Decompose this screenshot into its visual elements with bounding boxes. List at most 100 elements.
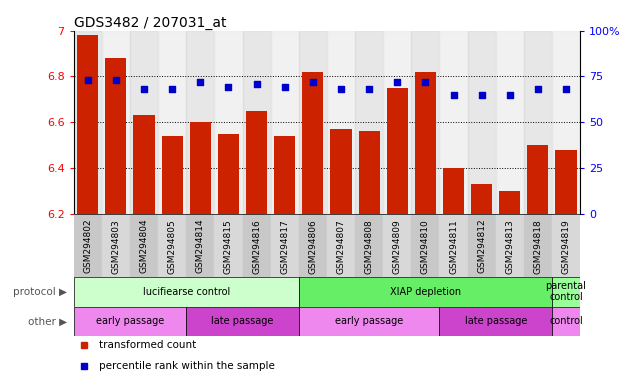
Bar	[383, 31, 412, 214]
Bar	[187, 31, 214, 214]
Bar	[299, 214, 327, 277]
Point	[139, 86, 149, 93]
Text: GSM294814: GSM294814	[196, 219, 205, 273]
Point	[167, 86, 178, 93]
Bar	[299, 306, 440, 336]
Bar	[443, 168, 464, 214]
Text: parental
control: parental control	[545, 281, 587, 303]
Bar	[524, 31, 552, 214]
Bar	[524, 214, 552, 277]
Point	[308, 79, 318, 85]
Text: early passage: early passage	[96, 316, 164, 326]
Text: control: control	[549, 316, 583, 326]
Bar	[415, 72, 436, 214]
Text: GSM294811: GSM294811	[449, 219, 458, 274]
Bar	[246, 111, 267, 214]
Bar	[187, 306, 299, 336]
Text: GSM294809: GSM294809	[393, 219, 402, 274]
Point	[223, 84, 233, 91]
Text: GSM294819: GSM294819	[562, 219, 570, 274]
Text: GSM294806: GSM294806	[308, 219, 317, 274]
Bar	[242, 214, 271, 277]
Text: GSM294802: GSM294802	[83, 219, 92, 273]
Text: GSM294817: GSM294817	[280, 219, 289, 274]
Point	[504, 92, 515, 98]
Bar	[552, 277, 580, 306]
Point	[364, 86, 374, 93]
Point	[449, 92, 459, 98]
Bar	[528, 145, 549, 214]
Text: GSM294816: GSM294816	[252, 219, 261, 274]
Bar	[105, 58, 126, 214]
Text: early passage: early passage	[335, 316, 403, 326]
Bar	[330, 129, 351, 214]
Bar	[274, 136, 296, 214]
Bar	[499, 191, 520, 214]
Text: percentile rank within the sample: percentile rank within the sample	[99, 361, 275, 371]
Text: GSM294818: GSM294818	[533, 219, 542, 274]
Text: GSM294804: GSM294804	[140, 219, 149, 273]
Point	[476, 92, 487, 98]
Point	[561, 86, 571, 93]
Bar	[467, 31, 495, 214]
Bar	[74, 277, 299, 306]
Point	[111, 77, 121, 83]
Point	[251, 81, 262, 87]
Bar	[556, 150, 577, 214]
Bar	[218, 134, 239, 214]
Text: GSM294803: GSM294803	[112, 219, 121, 274]
Bar	[214, 214, 242, 277]
Bar	[74, 31, 102, 214]
Bar	[162, 136, 183, 214]
Point	[392, 79, 403, 85]
Text: late passage: late passage	[212, 316, 274, 326]
Bar	[495, 31, 524, 214]
Bar	[552, 31, 580, 214]
Text: GSM294808: GSM294808	[365, 219, 374, 274]
Bar	[552, 306, 580, 336]
Bar	[440, 306, 552, 336]
Text: GSM294807: GSM294807	[337, 219, 345, 274]
Point	[420, 79, 431, 85]
Text: GSM294810: GSM294810	[421, 219, 430, 274]
Bar	[187, 214, 214, 277]
Bar	[552, 214, 580, 277]
Bar	[74, 306, 187, 336]
Point	[336, 86, 346, 93]
Text: protocol ▶: protocol ▶	[13, 286, 67, 296]
Bar	[190, 122, 211, 214]
Bar	[299, 277, 552, 306]
Point	[533, 86, 543, 93]
Bar	[130, 214, 158, 277]
Point	[83, 77, 93, 83]
Bar	[358, 131, 379, 214]
Text: late passage: late passage	[465, 316, 527, 326]
Bar	[133, 116, 154, 214]
Bar	[299, 31, 327, 214]
Bar	[158, 31, 187, 214]
Point	[195, 79, 205, 85]
Bar	[303, 72, 324, 214]
Text: transformed count: transformed count	[99, 340, 196, 350]
Bar	[440, 31, 467, 214]
Bar	[327, 214, 355, 277]
Bar	[440, 214, 467, 277]
Bar	[214, 31, 242, 214]
Text: GSM294805: GSM294805	[168, 219, 177, 274]
Bar	[74, 214, 102, 277]
Text: GSM294813: GSM294813	[505, 219, 514, 274]
Bar	[495, 214, 524, 277]
Text: GSM294812: GSM294812	[477, 219, 486, 273]
Text: GDS3482 / 207031_at: GDS3482 / 207031_at	[74, 16, 226, 30]
Bar	[77, 35, 98, 214]
Bar	[383, 214, 412, 277]
Bar	[355, 214, 383, 277]
Bar	[467, 214, 495, 277]
Bar	[102, 31, 130, 214]
Point	[279, 84, 290, 91]
Bar	[102, 214, 130, 277]
Bar	[327, 31, 355, 214]
Text: lucifiearse control: lucifiearse control	[142, 286, 230, 296]
Text: XIAP depletion: XIAP depletion	[390, 286, 461, 296]
Bar	[471, 184, 492, 214]
